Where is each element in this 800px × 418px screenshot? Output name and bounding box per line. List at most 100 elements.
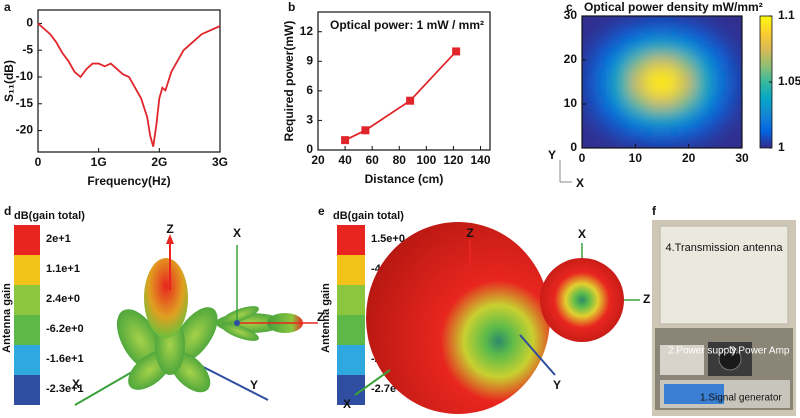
- heatmap-cell: [693, 42, 711, 56]
- colorbar-tick-label: 2e+1: [46, 233, 71, 245]
- heatmap-cell: [597, 68, 615, 83]
- x-tick-label: 1G: [91, 155, 107, 169]
- axes-frame: [317, 11, 491, 151]
- heatmap-cell: [613, 121, 631, 136]
- heatmap-cell: [725, 134, 742, 148]
- heatmap-cell: [725, 94, 742, 109]
- y-tick-label: -10: [16, 69, 34, 83]
- heatmap-cell: [629, 55, 647, 70]
- heatmap-cell: [693, 134, 711, 148]
- heatmap-cell: [582, 68, 599, 83]
- heatmap-cell: [725, 121, 742, 136]
- colorbar-block: [337, 225, 365, 255]
- heatmap-cell: [661, 94, 679, 109]
- heatmap-cell: [613, 16, 631, 30]
- axis-letter: X: [343, 397, 351, 411]
- legend-title: dB(gain total): [14, 210, 85, 222]
- legend-title: dB(gain total): [333, 210, 404, 222]
- x-axis-title: Frequency(Hz): [87, 174, 170, 188]
- y-tick-label: 3: [306, 113, 313, 127]
- heatmap-cell: [661, 55, 679, 70]
- y-tick-label: 30: [564, 8, 578, 22]
- heatmap-cell: [725, 55, 742, 70]
- heatmap-cell: [725, 28, 742, 43]
- heatmap-cell: [677, 94, 695, 109]
- heatmap-cells: [582, 16, 742, 148]
- colorbar-block: [14, 375, 40, 405]
- heatmap-cell: [613, 94, 631, 109]
- axis-letter: Z: [643, 292, 650, 306]
- x-tick-label: 120: [443, 153, 463, 167]
- heatmap-cell: [693, 108, 711, 122]
- heatmap-cell: [597, 134, 615, 148]
- colorbar-tick-label: 2.4e+0: [46, 293, 80, 305]
- heatmap-cell: [693, 16, 711, 30]
- heatmap-cell: [709, 16, 727, 30]
- heatmap-cell: [661, 81, 679, 96]
- colorbar-block: [337, 255, 365, 285]
- y-tick-label: -15: [16, 96, 34, 110]
- heatmap-cell: [613, 108, 631, 122]
- axis-letter: X: [578, 227, 586, 241]
- heatmap-cell: [629, 134, 647, 148]
- heatmap-cell: [677, 55, 695, 70]
- y-tick-label: 0: [26, 16, 33, 30]
- colorbar-block: [14, 225, 40, 255]
- heatmap-cell: [613, 134, 631, 148]
- heatmap-cell: [709, 108, 727, 122]
- heatmap-cell: [645, 55, 663, 70]
- heatmap-cell: [613, 28, 631, 43]
- x-tick-label: 140: [471, 153, 491, 167]
- colorbar-tick-label: 1.05: [778, 74, 800, 88]
- data-line: [37, 22, 221, 147]
- heatmap-cell: [582, 134, 599, 148]
- radiation-pattern: [74, 234, 318, 406]
- heatmap-cell: [629, 81, 647, 96]
- heatmap-cell: [709, 81, 727, 96]
- heatmap-cell: [693, 55, 711, 70]
- colorbar-block: [14, 345, 40, 375]
- heatmap-cell: [597, 28, 615, 43]
- colorbar-label: Antenna gain: [320, 283, 332, 353]
- x-tick-label: 10: [629, 151, 643, 165]
- y-tick-label: 10: [564, 96, 578, 110]
- colorbar-block: [14, 315, 40, 345]
- heatmap-cell: [597, 16, 615, 30]
- heatmap-cell: [582, 81, 599, 96]
- data-point: [361, 126, 370, 135]
- axis-letter: Z: [317, 310, 324, 324]
- heatmap-cell: [677, 68, 695, 83]
- heatmap-cell: [629, 16, 647, 30]
- x-tick-label: 20: [311, 153, 325, 167]
- heatmap-cell: [645, 81, 663, 96]
- heatmap-cell: [645, 134, 663, 148]
- x-tick-label: 0: [35, 155, 42, 169]
- heatmap-cell: [597, 42, 615, 56]
- colorbar-tick-label: -6.2e+0: [46, 323, 84, 335]
- heatmap-cell: [661, 121, 679, 136]
- heatmap-cell: [661, 16, 679, 30]
- heatmap-cell: [693, 94, 711, 109]
- photo-label: 4.Transmission antenna: [666, 242, 784, 254]
- photo-label: 3.Power Amp: [730, 346, 790, 357]
- heatmap-cell: [661, 108, 679, 122]
- colorbar: 2e+1 1.1e+1 2.4e+0 -6.2e+0 -1.6e+1 -2.3e+1: [14, 225, 84, 405]
- y-tick-label: -5: [22, 42, 33, 56]
- heatmap-cell: [709, 134, 727, 148]
- heatmap-cell: [613, 68, 631, 83]
- heatmap-cell: [582, 28, 599, 43]
- x-axis-title: X: [576, 176, 584, 190]
- axis-letter: Y: [250, 378, 258, 392]
- heatmap-cell: [693, 121, 711, 136]
- heatmap-cell: [725, 16, 742, 30]
- axes-frame: [581, 15, 743, 149]
- heatmap-cell: [629, 121, 647, 136]
- heatmap-cell: [613, 42, 631, 56]
- photo-label: 2.Power supply: [668, 346, 736, 357]
- heatmap-cell: [629, 68, 647, 83]
- heatmap-cell: [725, 68, 742, 83]
- panel-label: d: [4, 204, 11, 218]
- heatmap-cell: [582, 94, 599, 109]
- x-tick-label: 60: [365, 153, 379, 167]
